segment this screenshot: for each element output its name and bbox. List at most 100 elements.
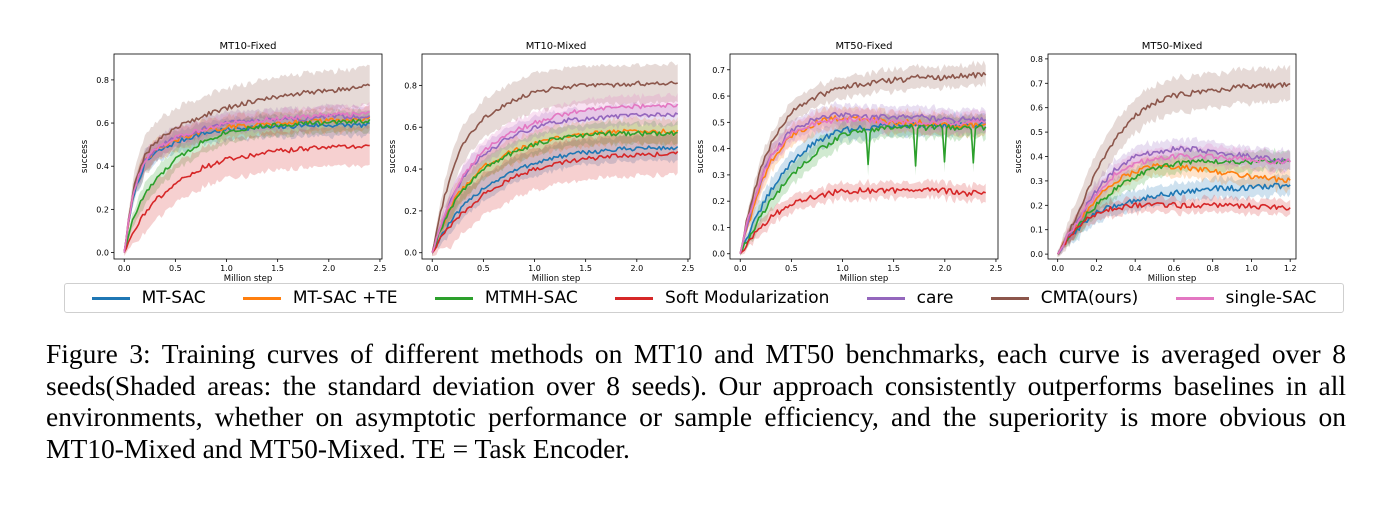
legend-label: MT-SAC [141,288,206,308]
band-single-sac [1057,143,1291,255]
chart-mt10-fixed: MT10-Fixed 0.0 0.5 1.0 1.5 2.0 2.5 0.0 0.2 0.4 0.6… [80,41,386,284]
line-mt-sac-te [739,115,987,254]
x-tick-label: 1.5 [887,264,900,273]
x-tick-label: 1.0 [836,264,849,273]
band-soft-modularization [740,178,986,255]
x-tick-label: 1.0 [528,264,541,273]
series-group [123,64,371,257]
x-tick-label: 1.5 [579,264,592,273]
y-tick-label: 0.8 [96,76,109,85]
legend-label: care [916,288,954,308]
line-care [1057,145,1291,255]
x-tick-label: 0.0 [1051,264,1064,273]
x-tick-label: 0.4 [1129,264,1142,273]
legend-item-single-sac: single-SAC [1175,288,1317,308]
band-cmta-ours [124,64,370,254]
chart-mt50-fixed: MT50-Fixed 0.0 0.5 1.0 1.5 2.0 2.5 0.0 0.1 0.2 0.3… [696,41,1002,284]
line-mtmh-sac [739,124,987,255]
chart-title: MT50-Fixed [836,41,893,52]
x-axis-label: Million step [840,274,888,284]
legend-label: CMTA(ours) [1040,288,1139,308]
line-soft-modularization [1057,201,1291,255]
y-tick-label: 0.6 [1030,104,1043,113]
legend-swatch [1175,296,1214,300]
legend-swatch [91,296,130,300]
y-tick-label: 0.4 [712,145,725,154]
y-tick-label: 0.0 [96,249,109,258]
band-mt-sac [124,110,370,255]
x-tick-label: 0.5 [785,264,798,273]
y-tick-label: 0.6 [96,119,109,128]
band-cmta-ours [740,60,986,257]
y-tick-label: 0.0 [1030,250,1043,259]
caption-label: Figure 3: [46,338,151,369]
y-axis-label: success [1014,139,1024,173]
band-cmta-ours [432,61,678,257]
y-tick-label: 0.0 [712,250,725,259]
legend-swatch [434,296,473,300]
x-axis-label: Million step [532,274,580,284]
x-tick-label: 2.5 [990,264,1003,273]
line-mtmh-sac [431,130,678,254]
line-cmta-ours [1057,82,1291,255]
legend-label: single-SAC [1225,288,1317,308]
y-axis-label: success [80,139,90,173]
band-mt-sac [432,133,678,255]
x-tick-label: 1.0 [220,264,233,273]
y-tick-label: 0.4 [1030,153,1043,162]
plot-area [1048,54,1296,259]
y-tick-label: 0.3 [712,171,725,180]
caption-text: Training curves of different methods on … [46,338,1346,464]
y-tick-label: 0.2 [404,207,417,216]
band-single-sac [432,92,678,255]
figure-caption: Figure 3: Training curves of different m… [46,338,1346,464]
chart-title: MT10-Fixed [220,41,277,52]
line-soft-modularization [431,150,679,254]
series-group [1057,64,1291,258]
legend-label: MTMH-SAC [484,288,578,308]
chart-mt50-mixed: MT50-Mixed 0.0 0.2 0.4 0.6 0.8 1.0 1.2 0.0 0.1 0.2… [1014,41,1297,284]
y-tick-label: 0.1 [712,223,725,232]
band-care [432,102,678,254]
band-mt-sac [740,110,986,256]
line-mt-sac [1057,182,1291,255]
band-soft-modularization [124,125,370,257]
line-cmta-ours [123,83,371,253]
y-tick-label: 0.2 [712,197,725,206]
legend-label: MT-SAC +TE [292,288,398,308]
legend: MT-SAC MT-SAC +TE MTMH-SAC Soft Modularizat… [64,283,1344,313]
legend-item-cmta-ours: CMTA(ours) [990,288,1139,308]
y-tick-label: 0.3 [1030,177,1043,186]
y-tick-label: 0.0 [404,249,417,258]
chart-mt10-mixed: MT10-Mixed 0.0 0.5 1.0 1.5 2.0 2.5 0.0 0.2 0.4 0.6… [388,41,694,284]
band-mt-sac-te [124,104,370,254]
y-tick-label: 0.6 [404,123,417,132]
x-axis-label: Million step [1148,274,1196,284]
line-single-sac [431,102,679,253]
x-tick-label: 1.5 [271,264,284,273]
legend-item-mtmh-sac: MTMH-SAC [434,288,578,308]
band-mtmh-sac [432,120,678,256]
line-mt-sac-te [1057,163,1291,255]
x-tick-label: 1.2 [1284,264,1297,273]
x-tick-label: 2.0 [630,264,643,273]
x-tick-label: 0.0 [734,264,747,273]
legend-swatch [990,296,1029,300]
y-tick-label: 0.8 [1030,55,1043,64]
x-tick-label: 2.0 [938,264,951,273]
line-cmta-ours [431,80,678,253]
line-soft-modularization [123,144,370,253]
line-mt-sac [431,145,679,254]
series-group [739,60,987,257]
line-mtmh-sac [1057,158,1291,255]
band-care [740,100,986,254]
x-tick-label: 0.5 [169,264,182,273]
y-tick-label: 0.1 [1030,226,1043,235]
chart-title: MT50-Mixed [1142,41,1203,52]
plot-frame [729,53,999,260]
legend-label: Soft Modularization [665,288,830,308]
legend-item-mt-sac-te: MT-SAC +TE [242,288,398,308]
line-single-sac [1057,153,1291,255]
y-tick-label: 0.8 [404,81,417,90]
y-tick-label: 0.5 [1030,128,1043,137]
